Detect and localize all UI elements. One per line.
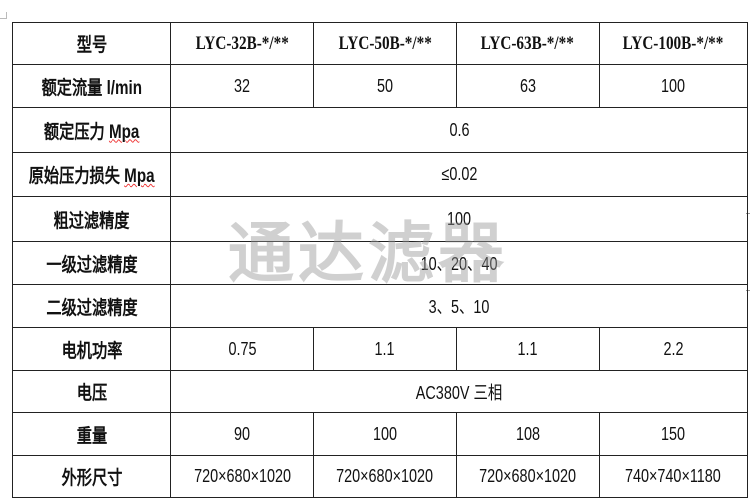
- row-label: 重量: [11, 412, 172, 456]
- table-row: 外形尺寸 720×680×1020 720×680×1020 720×680×1…: [11, 455, 749, 498]
- cell: 0.6: [170, 107, 748, 153]
- cell: AC380V 三相: [170, 370, 748, 413]
- spec-table: 型号 LYC-32B-*/** LYC-50B-*/** LYC-63B-*/*…: [11, 22, 749, 498]
- table-row: 重量 90 100 108 150: [11, 412, 749, 456]
- cell: 740×740×1180: [598, 455, 749, 498]
- table-row: 二级过滤精度 3、5、10: [11, 284, 748, 328]
- cell: 3、5、10: [170, 284, 748, 328]
- row-label: 一级过滤精度: [11, 241, 172, 285]
- cell: 720×680×1020: [313, 455, 457, 498]
- row-label: 原始压力损失 Mpa: [11, 152, 172, 197]
- table-row: 额定压力 Mpa 0.6: [11, 107, 748, 153]
- row-label: 二级过滤精度: [11, 284, 172, 328]
- cell: 90: [170, 412, 315, 456]
- model-cell: LYC-50B-*/**: [313, 22, 457, 65]
- model-cell: LYC-32B-*/**: [170, 22, 315, 65]
- cell: 32: [170, 64, 315, 108]
- row-label: 电机功率: [11, 327, 172, 371]
- cell: 2.2: [598, 327, 749, 371]
- cell: 150: [598, 412, 749, 456]
- cell: 63: [455, 64, 600, 108]
- model-label: 型号: [11, 22, 172, 65]
- corner-mark: [0, 12, 7, 19]
- row-label: 电压: [11, 370, 172, 413]
- row-label: 外形尺寸: [11, 455, 172, 498]
- table-row: 额定流量 l/min 32 50 63 100: [11, 64, 749, 108]
- cell: 720×680×1020: [455, 455, 600, 498]
- cell: 10、20、40: [170, 241, 748, 285]
- cell: 108: [455, 412, 600, 456]
- table-row: 一级过滤精度 10、20、40: [11, 241, 748, 285]
- cell: ≤0.02: [170, 152, 748, 197]
- cell: 100: [313, 412, 457, 456]
- cell: 50: [313, 64, 457, 108]
- cell: 0.75: [170, 327, 315, 371]
- model-cell: LYC-100B-*/**: [598, 22, 749, 65]
- row-label: 额定流量 l/min: [11, 64, 172, 108]
- cell: 100: [598, 64, 749, 108]
- table-row: 电压 AC380V 三相: [11, 370, 748, 413]
- cell: 1.1: [313, 327, 457, 371]
- cell: 720×680×1020: [170, 455, 315, 498]
- model-cell: LYC-63B-*/**: [455, 22, 600, 65]
- table-row: 电机功率 0.75 1.1 1.1 2.2: [11, 327, 749, 371]
- row-label: 粗过滤精度: [11, 196, 172, 242]
- table-row: 粗过滤精度 100: [11, 196, 748, 242]
- header-row: 型号 LYC-32B-*/** LYC-50B-*/** LYC-63B-*/*…: [11, 22, 749, 65]
- table-row: 原始压力损失 Mpa ≤0.02: [11, 152, 748, 197]
- row-label: 额定压力 Mpa: [11, 107, 172, 153]
- cell: 100: [170, 196, 748, 242]
- edge-tick: [746, 290, 750, 291]
- cell: 1.1: [455, 327, 600, 371]
- edge-tick: [746, 213, 750, 214]
